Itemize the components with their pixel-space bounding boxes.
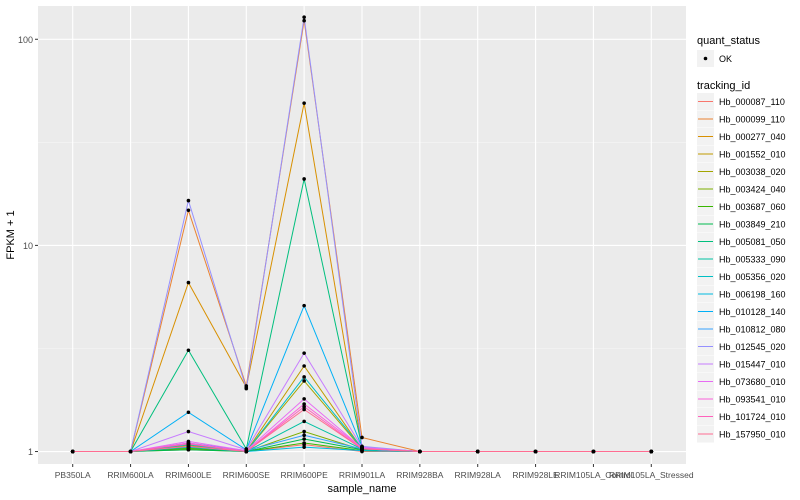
data-point — [186, 280, 191, 285]
x-tick-label: RRIM105LA_Stressed — [609, 470, 694, 480]
legend-label: Hb_005333_090 — [719, 255, 786, 265]
data-point — [475, 449, 480, 454]
legend-label: Hb_101724_010 — [719, 412, 786, 422]
y-tick-label: 100 — [18, 35, 33, 45]
data-point — [186, 429, 191, 434]
legend-label: OK — [719, 54, 732, 64]
data-point — [360, 447, 364, 451]
data-point — [128, 449, 133, 454]
data-point — [302, 397, 306, 401]
data-point — [418, 449, 422, 454]
data-point — [649, 449, 654, 454]
data-point — [302, 101, 306, 105]
data-point — [302, 375, 306, 379]
y-tick-label: 10 — [23, 241, 33, 251]
data-point — [186, 442, 191, 446]
data-points — [70, 15, 654, 454]
legend-label: Hb_005356_020 — [719, 272, 786, 282]
legend-label: Hb_093541_010 — [719, 395, 786, 405]
data-point — [302, 404, 306, 409]
axes: 1 10 100 PB350LA RRIM600LA RRIM600LE RRIM600SE… — [18, 35, 694, 480]
legend-label: Hb_005081_050 — [719, 237, 786, 247]
x-tick-label: RRIM928BA — [396, 470, 444, 480]
legend-label: Hb_003424_040 — [719, 185, 786, 195]
legend-label: Hb_003687_060 — [719, 202, 786, 212]
legend: quant_status tracking_id OK Hb_000087_110… — [697, 35, 786, 443]
data-point — [533, 449, 538, 454]
x-axis-title: sample_name — [327, 483, 396, 495]
data-point — [186, 410, 191, 415]
legend-label: Hb_015447_010 — [719, 360, 786, 370]
data-point — [186, 208, 191, 213]
x-tick-label: RRIM901LA — [339, 470, 386, 480]
legend-title-tracking-id: tracking_id — [697, 80, 750, 92]
data-point — [302, 437, 306, 441]
x-tick-label: RRIM105LA_Control — [554, 470, 633, 480]
legend-point-icon — [703, 56, 708, 61]
data-point — [302, 445, 306, 449]
x-tick-label: RRIM600LE — [165, 470, 212, 480]
data-point — [244, 449, 249, 454]
legend-label: Hb_073680_010 — [719, 377, 786, 387]
legend-label: Hb_012545_020 — [719, 342, 786, 352]
data-point — [70, 449, 75, 454]
data-point — [302, 15, 306, 19]
legend-title-quant-status: quant_status — [697, 35, 760, 47]
data-point — [302, 18, 306, 23]
data-point — [302, 419, 306, 424]
data-point — [186, 348, 191, 353]
data-point — [302, 177, 306, 181]
legend-label: Hb_003849_210 — [719, 220, 786, 230]
y-tick-label: 1 — [28, 447, 33, 457]
data-point — [591, 449, 596, 454]
x-tick-label: RRIM928LA — [455, 470, 502, 480]
y-axis-title: FPKM + 1 — [5, 210, 17, 259]
legend-label: Hb_003038_020 — [719, 167, 786, 177]
legend-label: Hb_157950_010 — [719, 430, 786, 440]
grid-lines — [38, 6, 686, 464]
data-point — [302, 429, 306, 434]
data-point — [302, 303, 306, 308]
data-point — [186, 198, 191, 203]
x-tick-label: RRIM928LE — [512, 470, 559, 480]
legend-label: Hb_006198_160 — [719, 290, 786, 300]
data-point — [186, 447, 191, 452]
data-point — [244, 386, 249, 391]
legend-label: Hb_010812_080 — [719, 325, 786, 335]
x-tick-label: RRIM600LA — [107, 470, 154, 480]
data-point — [302, 441, 306, 445]
legend-label: Hb_000099_110 — [719, 115, 785, 125]
data-point — [302, 433, 306, 438]
x-tick-label: RRIM600PE — [281, 470, 329, 480]
data-point — [302, 407, 306, 412]
legend-label: Hb_010128_140 — [719, 307, 786, 317]
data-point — [302, 351, 306, 355]
data-point — [302, 364, 306, 368]
data-point — [302, 379, 306, 383]
data-point — [302, 402, 306, 406]
x-tick-label: PB350LA — [55, 470, 91, 480]
legend-label: Hb_000087_110 — [719, 97, 785, 107]
legend-label: Hb_000277_040 — [719, 132, 786, 142]
x-tick-label: RRIM600SE — [223, 470, 271, 480]
data-point — [360, 435, 364, 440]
data-point — [186, 444, 191, 449]
legend-label: Hb_001552_010 — [719, 150, 786, 160]
